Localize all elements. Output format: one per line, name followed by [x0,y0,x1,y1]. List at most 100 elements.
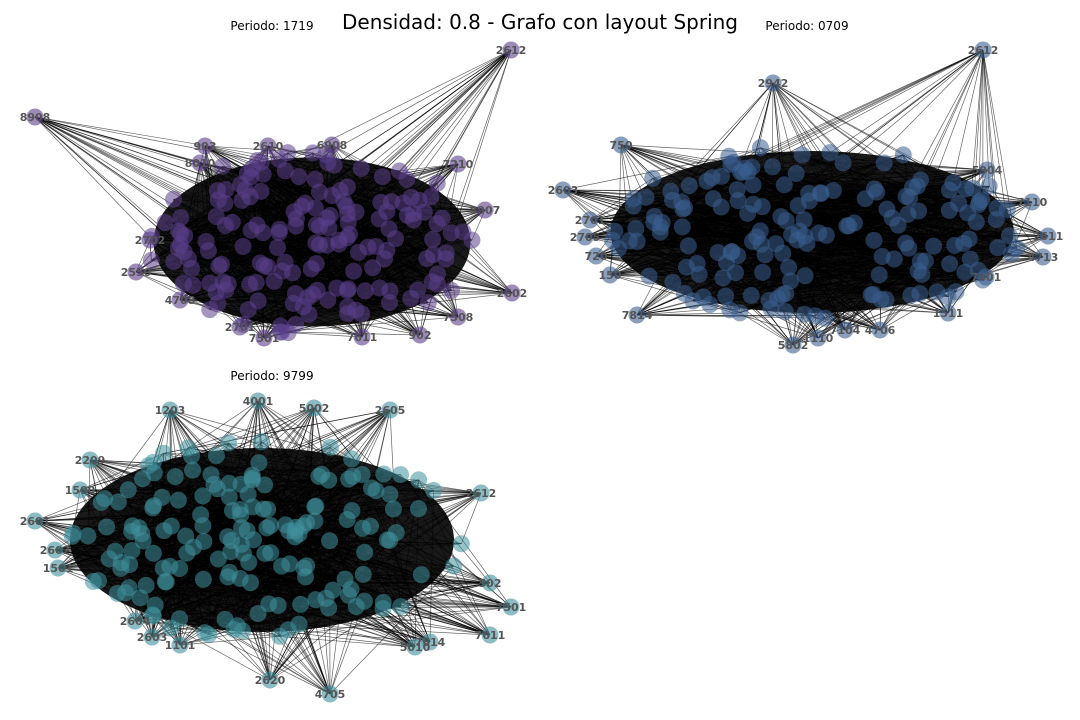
node-label: 6908 [317,139,348,152]
network-node [980,177,998,195]
edge [239,299,328,328]
network-node [219,568,237,586]
network-node [339,280,357,298]
network-node [184,461,202,479]
network-node [428,275,446,293]
network-node [698,172,716,190]
node-label: 2209 [75,454,106,467]
node-label: 1101 [165,639,196,652]
edge [325,49,512,155]
edge [239,159,280,328]
node-label: 2620 [255,674,286,687]
node-label: 8908 [20,111,51,124]
network-node [155,522,173,540]
network-node [381,293,399,311]
network-node [824,182,842,200]
network-node [142,251,160,269]
network-node [885,250,903,268]
node-label: 150 [599,269,622,282]
edge [178,499,271,681]
edge [772,82,797,174]
network-node [178,544,196,562]
network-node [969,196,987,214]
network-node [207,283,225,301]
edge [806,243,846,331]
edge [241,527,512,608]
network-node [169,491,187,509]
network-node [231,318,249,336]
network-node [748,228,766,246]
network-node [252,153,270,171]
edge [347,186,459,318]
edge [965,188,987,278]
network-node [956,263,974,281]
node-label: 7210 [443,158,474,171]
edge [352,476,491,636]
edge [243,292,513,325]
edge [247,494,512,608]
edge [338,49,512,245]
network-node [476,201,494,219]
network-node [787,164,805,182]
edge [215,291,363,338]
network-node [836,321,854,339]
edge [34,116,218,191]
network-node [967,213,985,231]
network-node [319,291,337,309]
network-node [307,497,325,515]
node-label: 7401 [971,271,1002,284]
edge [34,458,352,522]
node-label: 2702 [135,234,166,247]
network-node [371,279,389,297]
node-label: 7614 [415,636,446,649]
edge [328,479,416,648]
network-node [194,570,212,588]
network-node [259,500,277,518]
network-node [339,214,357,232]
edge [308,313,421,336]
edge [199,162,317,264]
network-node [143,628,161,646]
network-node [119,481,137,499]
network-node [772,208,790,226]
edge [400,474,491,584]
network-node [764,74,782,92]
network-node [304,285,322,303]
network-node [375,465,393,483]
network-node [977,268,995,286]
edge [202,495,271,681]
network-node [137,576,155,594]
network-node [106,542,124,560]
edge [429,490,434,643]
network-node [760,291,778,309]
node-label: 5802 [778,339,809,352]
node-label: 502 [479,577,502,590]
node-label: 2603 [548,184,579,197]
edge [636,242,906,316]
network-node [381,485,399,503]
network-node [838,217,856,235]
node-label: 2942 [758,77,789,90]
network-node [1000,227,1018,245]
edge [233,629,331,695]
network-node [392,598,410,616]
network-node [424,246,442,264]
edge [295,527,331,695]
network-node [409,500,427,518]
node-label: 2604 [120,615,151,628]
edge [589,173,797,221]
network-node [183,260,201,278]
edge [269,606,357,681]
network-node [313,465,331,483]
edge [684,207,987,278]
network-node [1003,245,1021,263]
edge [829,152,1033,203]
network-node [554,181,572,199]
edge [399,163,459,172]
edge [670,156,730,192]
node-label: 2612 [466,487,497,500]
network-node [276,162,294,180]
network-node [192,506,210,524]
network-node [250,454,268,472]
network-node [380,220,398,238]
